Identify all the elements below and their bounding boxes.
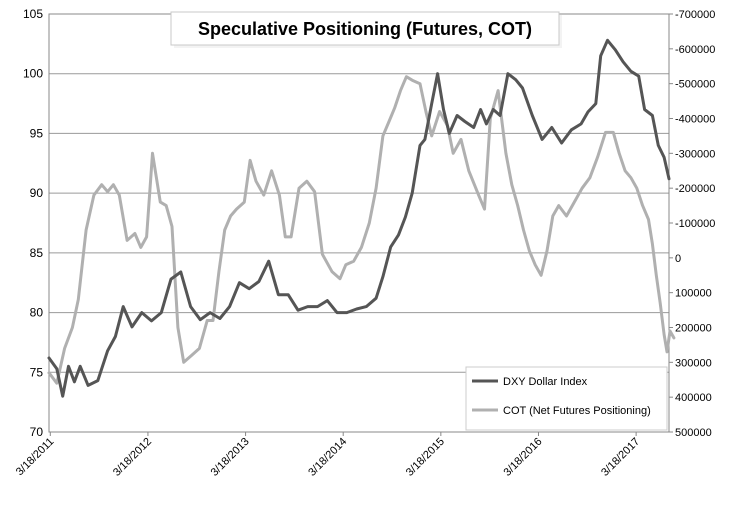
y-right-tick-label: -500000 xyxy=(675,79,715,91)
y-left-tick-label: 85 xyxy=(30,246,44,260)
y-right-tick-label: -200000 xyxy=(675,183,715,195)
chart-title: Speculative Positioning (Futures, COT) xyxy=(198,19,532,39)
y-left-tick-label: 105 xyxy=(23,7,43,21)
y-left-tick-label: 95 xyxy=(30,126,44,140)
y-right-tick-label: -600000 xyxy=(675,44,715,56)
y-left-tick-label: 75 xyxy=(30,365,44,379)
y-right-tick-label: 500000 xyxy=(675,427,712,439)
series-layer xyxy=(47,38,676,398)
y-right-tick-label: 100000 xyxy=(675,288,712,300)
y-right-tick-label: -300000 xyxy=(675,148,715,160)
chart-title-box: Speculative Positioning (Futures, COT) xyxy=(170,11,562,48)
y-left-tick-label: 80 xyxy=(30,306,44,320)
y-right-tick-label: 300000 xyxy=(675,357,712,369)
legend: DXY Dollar Index COT (Net Futures Positi… xyxy=(465,366,668,431)
y-right-tick-label: 400000 xyxy=(675,392,712,404)
legend-label-dxy: DXY Dollar Index xyxy=(503,376,588,388)
y-right-tick-label: -700000 xyxy=(675,9,715,21)
y-right-tick-label: -400000 xyxy=(675,114,715,126)
y-left-tick-label: 70 xyxy=(30,425,44,439)
y-left-tick-label: 90 xyxy=(30,186,44,200)
y-axis-right: 500000 400000 300000 200000 100000 0 -100000 -2… xyxy=(669,9,715,439)
y-axis-left: 70 75 80 85 90 95 100 105 xyxy=(23,7,43,439)
y-right-tick-label: -100000 xyxy=(675,218,715,230)
legend-box xyxy=(465,366,668,431)
legend-label-cot: COT (Net Futures Positioning) xyxy=(503,405,651,417)
series-line-cot xyxy=(47,75,676,385)
y-right-tick-label: 0 xyxy=(675,253,681,265)
series-line-dxy xyxy=(47,38,671,398)
y-left-tick-label: 100 xyxy=(23,67,43,81)
y-right-tick-label: 200000 xyxy=(675,323,712,335)
